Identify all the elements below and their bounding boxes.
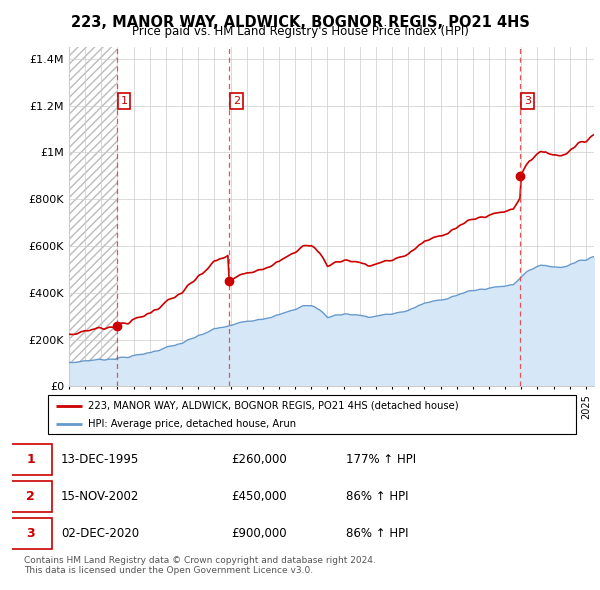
Text: 177% ↑ HPI: 177% ↑ HPI: [346, 453, 416, 466]
Text: 2: 2: [26, 490, 35, 503]
Text: 223, MANOR WAY, ALDWICK, BOGNOR REGIS, PO21 4HS: 223, MANOR WAY, ALDWICK, BOGNOR REGIS, P…: [71, 15, 529, 30]
Bar: [69, 47, 116, 386]
FancyBboxPatch shape: [9, 444, 52, 476]
Text: 3: 3: [26, 527, 35, 540]
Text: 02-DEC-2020: 02-DEC-2020: [61, 527, 139, 540]
Text: Contains HM Land Registry data © Crown copyright and database right 2024.
This d: Contains HM Land Registry data © Crown c…: [24, 556, 376, 575]
FancyBboxPatch shape: [9, 481, 52, 512]
Text: 13-DEC-1995: 13-DEC-1995: [61, 453, 139, 466]
Text: HPI: Average price, detached house, Arun: HPI: Average price, detached house, Arun: [88, 419, 296, 429]
FancyBboxPatch shape: [9, 518, 52, 549]
Text: 86% ↑ HPI: 86% ↑ HPI: [346, 490, 409, 503]
Text: £450,000: £450,000: [231, 490, 287, 503]
Text: 2: 2: [233, 96, 240, 106]
Text: £260,000: £260,000: [231, 453, 287, 466]
Text: 1: 1: [121, 96, 128, 106]
Text: 86% ↑ HPI: 86% ↑ HPI: [346, 527, 409, 540]
Text: Price paid vs. HM Land Registry's House Price Index (HPI): Price paid vs. HM Land Registry's House …: [131, 25, 469, 38]
FancyBboxPatch shape: [48, 395, 576, 434]
Text: 15-NOV-2002: 15-NOV-2002: [61, 490, 139, 503]
Text: 1: 1: [26, 453, 35, 466]
Text: 3: 3: [524, 96, 531, 106]
Text: £900,000: £900,000: [231, 527, 287, 540]
Text: 223, MANOR WAY, ALDWICK, BOGNOR REGIS, PO21 4HS (detached house): 223, MANOR WAY, ALDWICK, BOGNOR REGIS, P…: [88, 401, 458, 411]
